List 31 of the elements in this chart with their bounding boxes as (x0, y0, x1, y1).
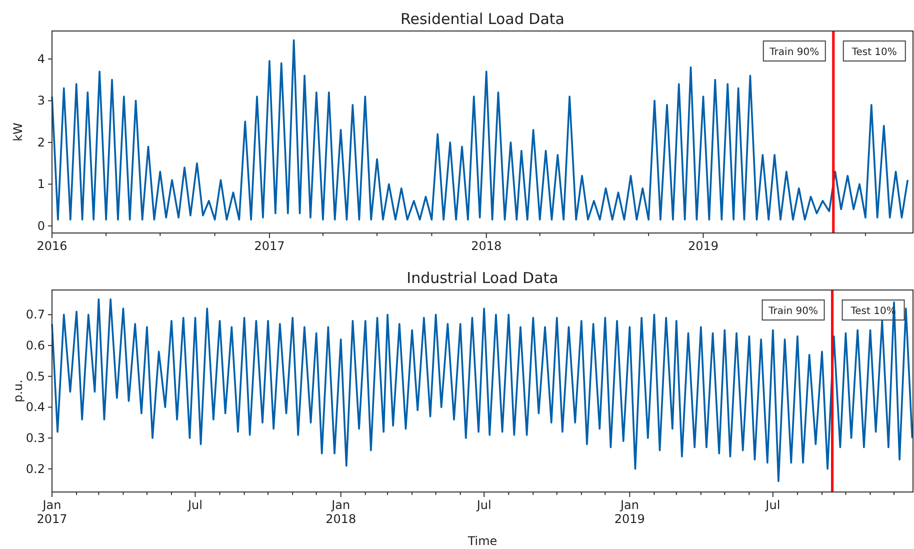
x-tick-label: 2019 (688, 239, 719, 253)
annotation: Train 90% (768, 306, 818, 317)
x-tick-label: 2018 (471, 239, 502, 253)
x-axis-title: Time (466, 534, 498, 548)
y-tick-label: 0.5 (26, 369, 45, 384)
annotation: Train 90% (768, 47, 820, 58)
y-tick-label: 0.4 (26, 400, 45, 414)
y-tick-label: 0.7 (26, 308, 45, 322)
y-tick-label: 1 (37, 177, 45, 192)
y-tick-label: 2 (37, 135, 45, 150)
x-tick-label: Jan 2018 (326, 498, 356, 526)
y-tick-label: 3 (37, 94, 45, 108)
y-tick-label: 4 (37, 52, 45, 66)
y-tick-label: 0.2 (26, 462, 45, 476)
chart-title: Industrial Load Data (406, 269, 558, 287)
y-axis-title: kW (11, 122, 25, 142)
line-series (51, 39, 909, 221)
y-axis-title: p.u. (11, 380, 25, 402)
x-tick-label: Jul (476, 498, 492, 512)
line-series (51, 298, 914, 482)
x-tick-label: Jul (186, 498, 202, 512)
x-tick-label: Jan 2017 (36, 498, 68, 526)
chart-title: Residential Load Data (400, 10, 564, 28)
x-tick-label: Jan 2019 (614, 498, 645, 526)
annotation: Test 10% (850, 47, 897, 58)
x-tick-label: 2017 (254, 239, 285, 253)
x-tick-label: Jul (764, 498, 780, 512)
y-tick-label: 0.6 (26, 338, 45, 353)
y-tick-label: 0 (37, 218, 45, 233)
y-tick-label: 0.3 (26, 431, 45, 446)
x-tick-label: 2016 (36, 239, 68, 253)
